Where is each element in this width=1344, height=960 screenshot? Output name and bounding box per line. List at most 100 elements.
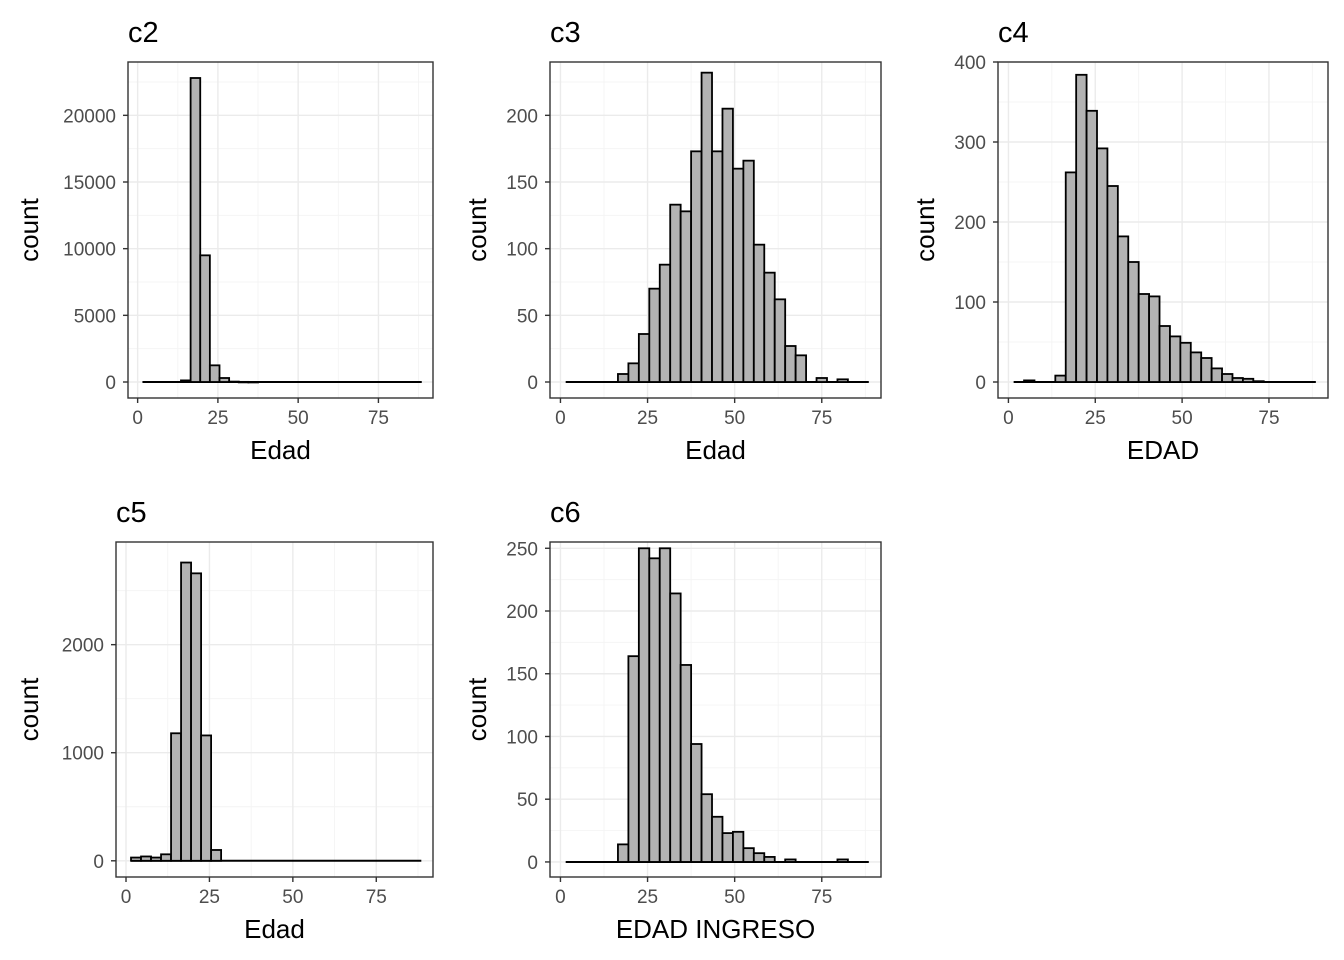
- x-tick-label: 75: [1258, 408, 1279, 429]
- histogram-bar: [1106, 185, 1119, 383]
- histogram-bar: [627, 655, 640, 863]
- y-tick-label: 150: [506, 173, 538, 194]
- histogram-bar: [170, 732, 182, 862]
- y-tick-label: 300: [954, 133, 986, 154]
- histogram-bar: [247, 381, 259, 384]
- y-axis-label: count: [14, 197, 44, 261]
- histogram-bar: [1116, 235, 1130, 383]
- x-tick-label: 25: [199, 887, 220, 908]
- histogram-bar: [228, 380, 240, 384]
- y-tick-label: 250: [506, 539, 538, 560]
- histogram-bar: [1189, 351, 1203, 383]
- panel-frame: [549, 61, 882, 399]
- histogram-bar: [711, 815, 724, 863]
- histogram-bar: [1085, 109, 1098, 383]
- histogram-bar: [218, 377, 231, 383]
- histogram-bar: [752, 852, 766, 863]
- histogram-bar: [679, 210, 693, 383]
- x-tick-label: 0: [1003, 408, 1014, 429]
- histogram-bar: [150, 856, 162, 862]
- histogram-bar: [752, 243, 766, 383]
- panel-frame: [997, 61, 1329, 399]
- y-tick-label: 5000: [74, 306, 116, 327]
- histogram-bar: [1054, 374, 1067, 383]
- histogram-bar: [210, 849, 223, 862]
- histogram-bar: [1179, 341, 1192, 383]
- histogram-panel-c6: 0 25 50 75 0 50 100 150 200 250 c6 EDAD INGRESO coun…: [462, 497, 882, 944]
- y-tick-label: 50: [517, 790, 538, 811]
- x-axis-label: Edad: [250, 435, 311, 465]
- histogram-panel-c2: 0 25 50 75 0 5000 10000 15000 20000 c2 Edad count: [14, 17, 434, 465]
- histogram-bar: [721, 832, 734, 863]
- histogram-bar: [690, 743, 703, 863]
- y-tick-label: 100: [506, 240, 538, 261]
- histogram-bar: [763, 271, 776, 383]
- panel-title: c4: [998, 17, 1029, 49]
- y-tick-label: 20000: [63, 106, 116, 127]
- histogram-bar: [208, 364, 221, 383]
- y-tick-label: 0: [527, 373, 538, 394]
- histogram-bar: [130, 856, 142, 862]
- histogram-bar: [199, 254, 211, 383]
- histogram-bar: [140, 855, 152, 862]
- y-axis-label: count: [14, 677, 44, 741]
- histogram-bar: [721, 107, 734, 383]
- histogram-bar: [836, 858, 849, 863]
- x-axis-label: EDAD: [1127, 435, 1199, 465]
- histogram-bar: [180, 379, 192, 383]
- histogram-bar: [617, 373, 630, 383]
- histogram-bar: [1023, 379, 1036, 383]
- histogram-bar: [742, 159, 755, 383]
- y-axis-label: count: [910, 197, 940, 261]
- histogram-bar: [1169, 335, 1182, 383]
- y-tick-label: 200: [506, 602, 538, 623]
- x-tick-label: 75: [368, 408, 389, 429]
- histogram-bar: [1137, 293, 1151, 383]
- y-tick-label: 400: [954, 53, 986, 74]
- histogram-panel-c3: 0 25 50 75 0 50 100 150 200 c3 Edad count: [462, 17, 882, 465]
- histogram-bar: [200, 734, 213, 862]
- x-axis-label: Edad: [244, 914, 305, 944]
- histogram-bar: [836, 378, 849, 383]
- histogram-bar: [669, 592, 682, 863]
- y-tick-label: 100: [954, 293, 986, 314]
- histogram-bar: [648, 557, 661, 863]
- histogram-bar: [1241, 377, 1255, 383]
- panel-title: c5: [116, 497, 147, 529]
- histogram-bar: [1252, 380, 1265, 383]
- histogram-bar: [190, 572, 202, 862]
- panel-title: c3: [550, 17, 581, 49]
- histogram-bar: [1096, 147, 1109, 383]
- y-tick-label: 1000: [62, 744, 104, 765]
- x-tick-label: 50: [1172, 408, 1193, 429]
- histogram-bar: [815, 377, 828, 383]
- histogram-bar: [732, 830, 745, 863]
- histogram-bar: [763, 856, 776, 863]
- y-tick-label: 50: [517, 306, 538, 327]
- x-tick-label: 50: [724, 408, 745, 429]
- histogram-bar: [690, 150, 703, 383]
- histogram-panel-c5: 0 25 50 75 0 1000 2000 c5 Edad count: [14, 497, 434, 944]
- histogram-bar: [1210, 367, 1223, 383]
- y-tick-label: 200: [506, 106, 538, 127]
- histogram-bar: [1158, 325, 1171, 383]
- x-tick-label: 25: [1085, 408, 1106, 429]
- histogram-bar: [784, 345, 797, 383]
- histogram-bar: [189, 77, 202, 383]
- y-tick-label: 0: [527, 853, 538, 874]
- y-tick-label: 2000: [62, 636, 104, 657]
- y-tick-label: 0: [93, 852, 104, 873]
- histogram-bar: [742, 847, 755, 863]
- histogram-bar: [617, 843, 630, 863]
- histogram-bar: [237, 380, 250, 384]
- y-tick-label: 100: [506, 727, 538, 748]
- histogram-bar: [700, 793, 713, 863]
- x-tick-label: 0: [121, 887, 132, 908]
- x-tick-label: 50: [288, 408, 309, 429]
- y-tick-label: 0: [975, 373, 986, 394]
- x-axis-label: EDAD INGRESO: [616, 914, 815, 944]
- histogram-bar: [1127, 261, 1140, 383]
- x-axis-label: Edad: [685, 435, 746, 465]
- histogram-panel-c4: 0 25 50 75 0 100 200 300 400 c4 EDAD count: [910, 17, 1329, 465]
